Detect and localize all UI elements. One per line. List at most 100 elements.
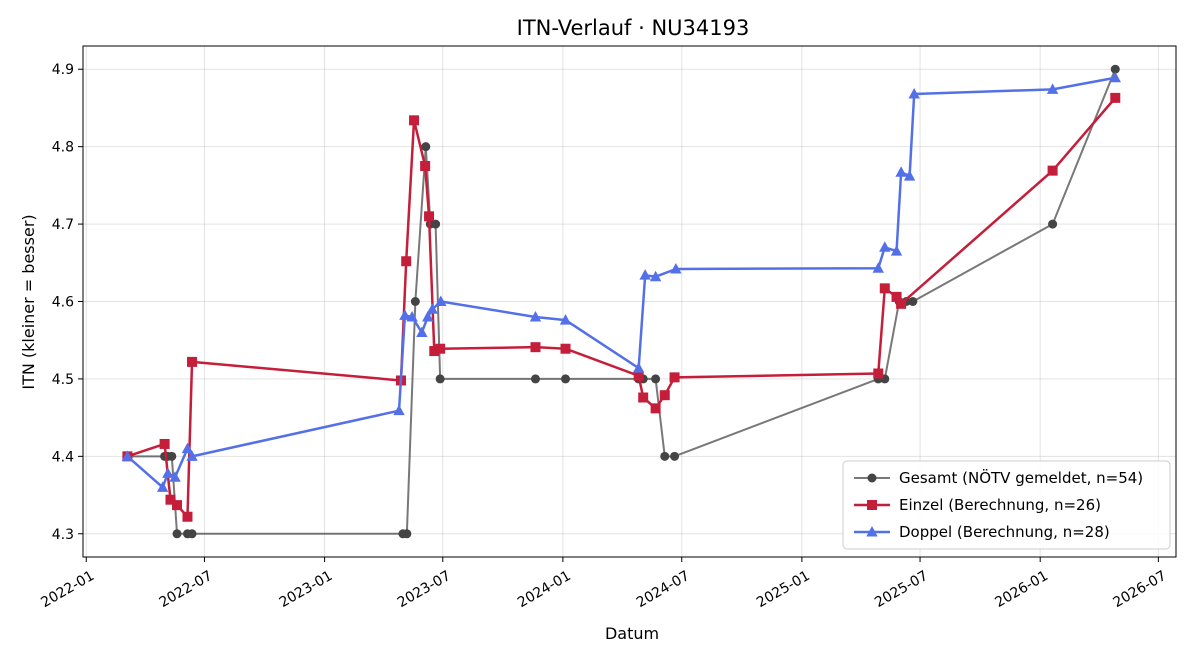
data-point — [890, 245, 903, 256]
series-line — [127, 68, 1117, 535]
data-point — [530, 374, 540, 384]
data-point — [660, 451, 670, 461]
data-point — [169, 471, 181, 482]
data-point — [181, 442, 194, 454]
data-point — [650, 403, 661, 414]
legend-marker — [867, 473, 877, 483]
legend: Gesamt (NÖTV gemeldet, n=54) Einzel (Bere… — [842, 460, 1171, 550]
data-point — [879, 241, 891, 252]
data-point — [908, 297, 918, 306]
data-point — [435, 295, 447, 306]
data-point — [559, 314, 572, 325]
data-point — [187, 529, 197, 539]
chart-title: ITN-Verlauf · NU34193 — [517, 16, 750, 40]
x-tick-label: 2023-07 — [395, 568, 454, 611]
x-tick-label: 2025-07 — [872, 568, 931, 611]
data-point — [187, 356, 198, 367]
y-tick-label: 4.5 — [52, 372, 74, 388]
series-line — [127, 97, 1117, 518]
data-point — [560, 343, 571, 354]
data-point — [908, 88, 920, 99]
data-point — [903, 170, 916, 181]
data-point — [401, 256, 412, 267]
data-point — [156, 481, 169, 492]
data-point — [872, 262, 884, 273]
data-point — [186, 450, 198, 461]
x-tick-label: 2026-01 — [992, 568, 1051, 611]
x-tick-label: 2023-01 — [277, 568, 336, 611]
x-tick-label: 2022-01 — [38, 568, 97, 611]
y-tick-label: 4.7 — [52, 217, 74, 233]
y-axis-label: ITN (kleiner = besser) — [19, 214, 38, 389]
legend-marker — [866, 526, 878, 537]
data-point — [165, 494, 176, 505]
data-point — [1046, 83, 1059, 94]
y-tick-label: 4.8 — [52, 140, 74, 156]
x-tick-label: 2022-07 — [157, 568, 216, 611]
y-tick-label: 4.3 — [52, 527, 74, 543]
data-point — [1110, 92, 1121, 103]
series-line — [126, 76, 1116, 489]
data-point — [896, 298, 907, 309]
data-point — [172, 529, 182, 539]
data-point — [420, 161, 431, 172]
data-point — [530, 342, 541, 353]
data-point — [435, 374, 445, 384]
data-point — [561, 374, 571, 384]
y-tick-label: 4.6 — [52, 295, 74, 311]
legend-marker — [867, 500, 877, 510]
data-point — [670, 262, 682, 274]
data-point — [121, 450, 134, 461]
x-axis-ticks: 2022-01 2022-07 2023-01 2023-07 2024-01 2024-… — [38, 557, 1169, 611]
data-point — [426, 303, 439, 314]
data-point — [402, 529, 412, 539]
data-point — [409, 115, 420, 126]
data-point — [529, 310, 542, 322]
data-point — [162, 467, 174, 478]
series-square — [122, 92, 1121, 522]
data-point — [873, 368, 884, 379]
data-point — [632, 362, 645, 373]
x-axis-label: Datum — [605, 624, 659, 643]
data-point — [422, 310, 434, 322]
data-point — [406, 310, 418, 322]
y-tick-label: 4.4 — [52, 449, 74, 465]
legend-entry: Doppel (Berechnung, n=28) — [899, 523, 1110, 541]
data-point — [879, 283, 890, 294]
data-point — [429, 346, 440, 357]
data-point — [651, 374, 661, 384]
data-point — [393, 404, 405, 416]
data-point — [431, 219, 441, 229]
data-point — [424, 211, 435, 222]
data-point — [633, 370, 644, 381]
data-point — [159, 438, 170, 449]
series-layer — [121, 64, 1121, 539]
data-point — [639, 269, 651, 280]
data-point — [669, 372, 680, 383]
data-point — [399, 309, 411, 320]
legend-box — [842, 460, 1171, 550]
legend-entry: Gesamt (NÖTV gemeldet, n=54) — [899, 468, 1143, 487]
x-tick-label: 2024-01 — [515, 568, 574, 611]
series-triangle — [121, 71, 1121, 492]
data-point — [649, 270, 662, 282]
data-point — [1048, 219, 1058, 229]
data-point — [410, 297, 420, 306]
data-point — [172, 500, 183, 511]
y-tick-label: 4.9 — [52, 62, 74, 78]
data-point — [638, 392, 649, 403]
data-point — [891, 291, 902, 302]
data-point — [167, 451, 177, 461]
data-point — [659, 390, 670, 401]
y-axis-ticks: 4.3 4.4 4.5 4.6 4.7 4.8 4.9 — [52, 62, 83, 543]
data-point — [670, 451, 680, 461]
data-point — [421, 142, 431, 152]
data-point — [1110, 64, 1120, 74]
data-point — [416, 326, 428, 337]
data-point — [1109, 71, 1121, 83]
data-point — [1047, 165, 1058, 176]
x-tick-label: 2024-07 — [634, 568, 693, 611]
legend-entry: Einzel (Berechnung, n=26) — [899, 496, 1101, 514]
data-point — [182, 511, 193, 522]
